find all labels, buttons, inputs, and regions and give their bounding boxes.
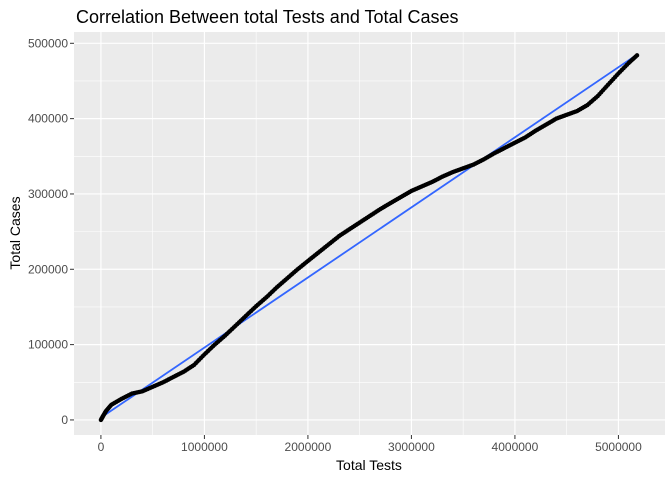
y-tick-label: 500000 [28,36,68,50]
y-tick-label: 100000 [28,338,68,352]
plot-panel [74,32,665,435]
y-tick-label: 300000 [28,187,68,201]
x-axis-ticks: 0 1000000 2000000 3000000 4000000 5000000 [98,435,642,454]
x-tick-label: 4000000 [492,440,539,454]
y-tick-label: 400000 [28,112,68,126]
grid-lines [74,32,665,435]
chart-title: Correlation Between total Tests and Tota… [76,7,459,27]
trend-line-group [100,53,638,419]
y-axis-ticks: 0 100000 200000 300000 400000 500000 [28,36,74,427]
data-point [634,53,640,58]
x-tick-label: 2000000 [285,440,332,454]
y-tick-label: 0 [61,413,68,427]
x-tick-label: 3000000 [388,440,435,454]
x-tick-label: 1000000 [181,440,228,454]
x-tick-label: 0 [98,440,105,454]
y-axis-title: Total Cases [7,196,23,269]
trend-line [100,53,638,419]
data-points [98,53,640,423]
x-tick-label: 5000000 [595,440,642,454]
x-axis-title: Total Tests [336,457,402,473]
y-tick-label: 200000 [28,262,68,276]
